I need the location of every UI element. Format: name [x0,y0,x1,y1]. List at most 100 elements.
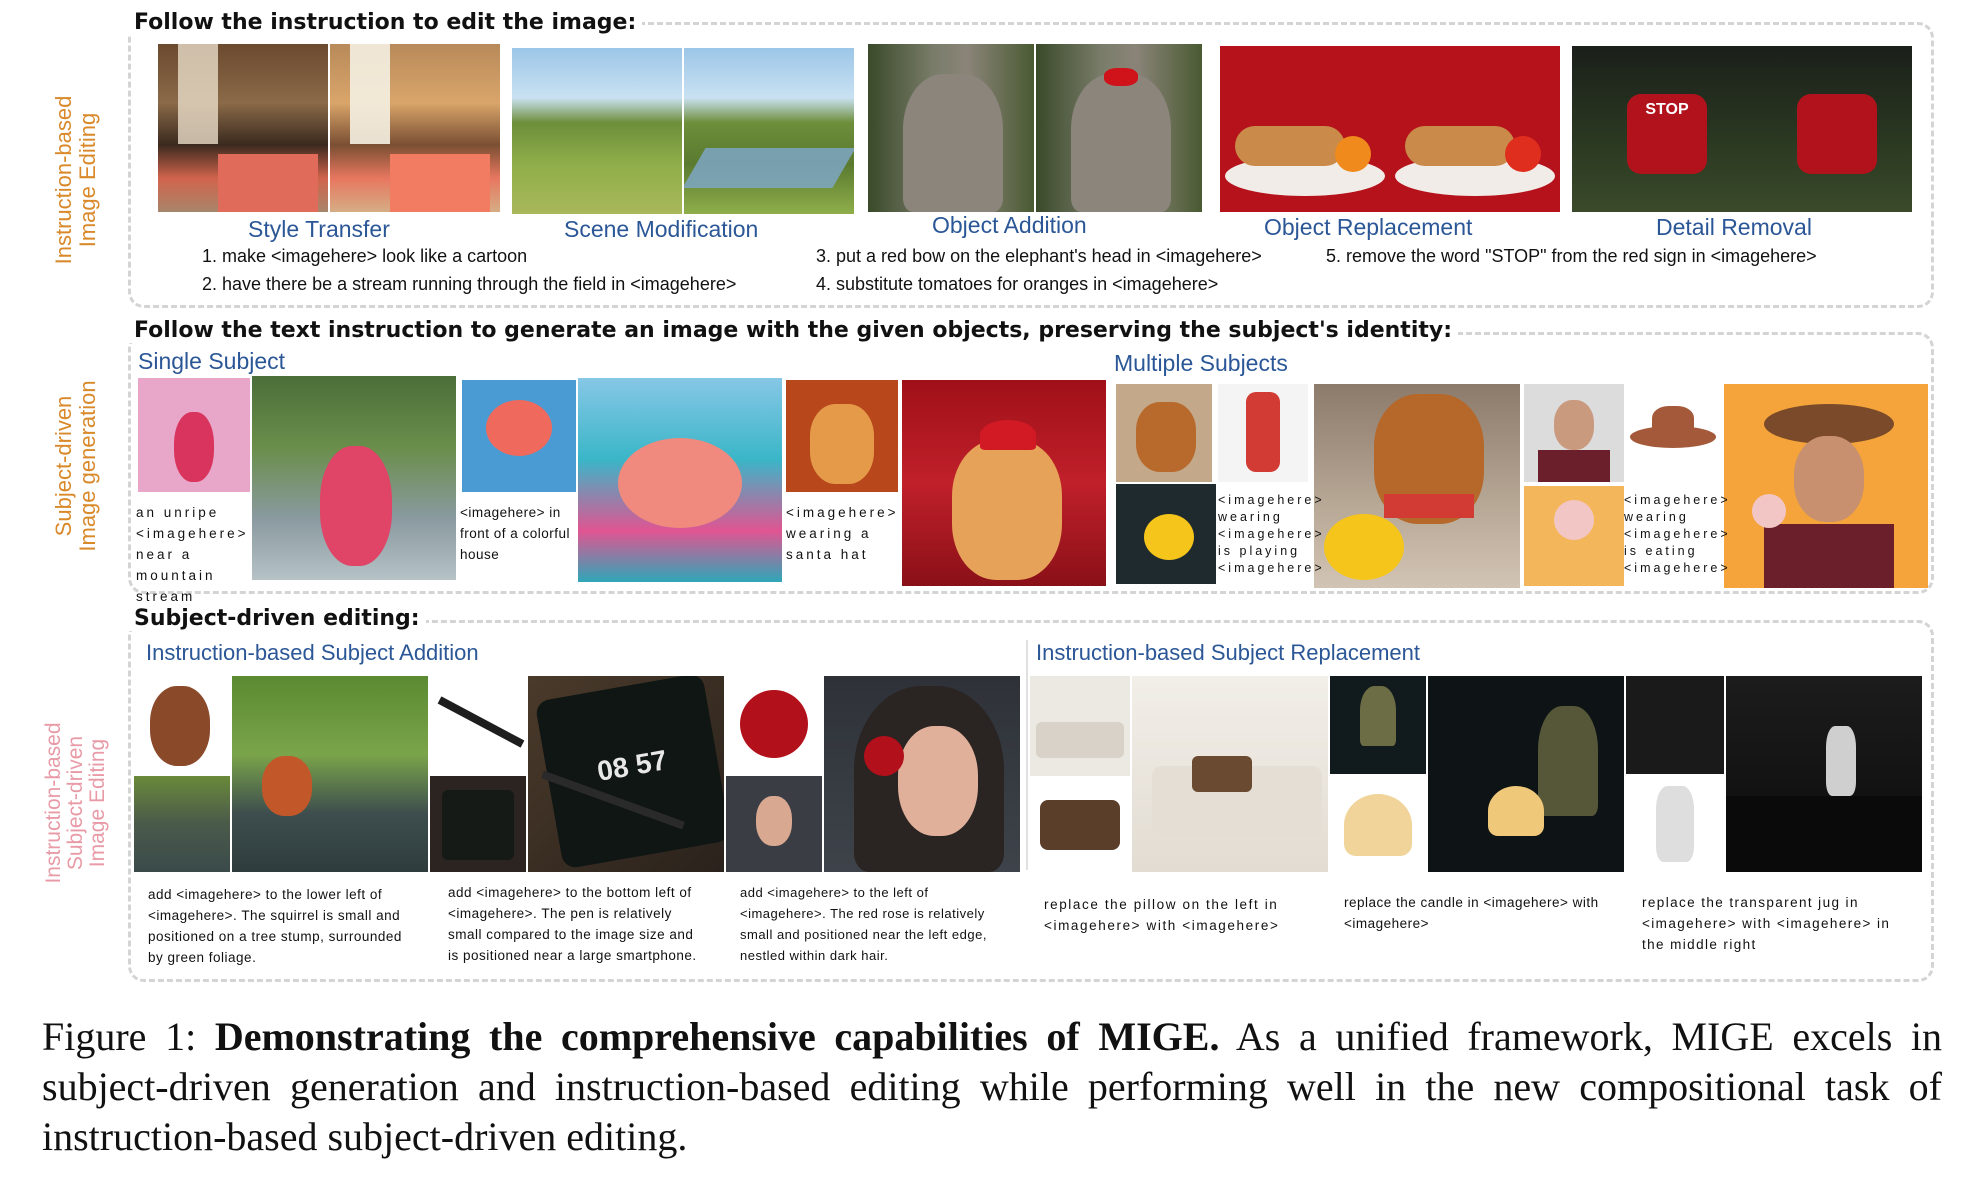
subject-addition-label: Instruction-based Subject Addition [146,640,479,665]
candle-replaced-image [1428,676,1624,872]
candle-source-image [1330,676,1426,774]
face-shape [1554,400,1594,450]
instruction-5: 5. remove the word "STOP" from the red s… [1326,246,1817,266]
chair-shape [218,154,318,212]
pen-phone-edited-image: 08 57 [528,676,724,872]
chair-shape [390,154,490,212]
caption-dog-scarf-duck: <imagehere> wearing <imagehere> is playi… [1218,493,1325,575]
jug-subject-image [1626,776,1724,872]
man-hat-icecream-generated-image [1724,384,1928,588]
pillow-replaced-image [1132,676,1328,872]
rose-subject-image [462,380,576,492]
santa-hat-shape [980,420,1036,450]
blank-sign-shape [1797,94,1877,174]
caption-candle: replace the candle in <imagehere> with <… [1344,895,1599,931]
caption-squirrel: add <imagehere> to the lower left of <im… [148,887,402,965]
ice-cream-shape [1752,494,1786,528]
section3-divider [1026,640,1028,870]
category-object-addition: Object Addition [932,212,1087,238]
single-subject-label: Single Subject [138,348,286,374]
corgi-shape [810,404,874,484]
scene-modification-edited-image [684,48,854,214]
caption-pillow: replace the pillow on the left in <image… [1044,897,1280,933]
object-replacement-edited-image [1390,46,1560,212]
stop-sign-shape: STOP [1627,94,1707,174]
corgi-shape [952,440,1062,580]
rose-shape [740,690,808,758]
caption-pen: add <imagehere> to the bottom left of <i… [448,885,697,963]
jug-shape [1826,726,1856,796]
instruction-1: 1. make <imagehere> look like a cartoon [202,246,528,266]
object-addition-original-image [868,44,1034,212]
phone-shape: 08 57 [534,676,724,870]
category-object-replacement: Object Replacement [1264,214,1473,240]
category-scene-modification: Scene Modification [564,216,759,242]
curtain-shape [350,44,390,144]
object-addition-edited-image [1036,44,1202,212]
caption-jug: replace the transparent jug in <imageher… [1642,895,1891,952]
rose-shape [618,438,742,528]
phone-source-image [430,776,526,872]
caption-man-hat-icecream: <imagehere> wearing <imagehere> is eatin… [1624,493,1731,575]
red-bow-shape [1104,68,1138,86]
caption-rose: <imagehere> in front of a colorful house [460,505,571,562]
detail-removal-edited-image [1742,46,1912,212]
dog-subject-image [1116,384,1212,482]
elephant-shape [903,74,1003,212]
squirrel-shape [150,686,210,766]
pineapple-subject-image [138,378,250,492]
section-instruction-editing-box [128,22,1934,308]
figure-caption-prefix: Figure 1: [42,1014,215,1059]
pillow-source-image [1030,676,1130,776]
hat-shape [1630,426,1716,448]
face-shape [1794,436,1864,522]
stop-sign-text: STOP [1645,101,1689,118]
table-shape [1726,796,1922,872]
jug-replaced-image [1726,676,1922,872]
figure-caption-rest: As a unified framework, MIGE excels in s… [42,1014,1943,1159]
side-label-subject-editing: Instruction-based Subject-driven Image E… [42,722,109,884]
style-transfer-original-image [158,44,328,212]
candle-shape [1344,794,1412,856]
scarf-shape [1384,494,1474,518]
scene-modification-original-image [512,48,682,214]
object-replacement-original-image [1220,46,1390,212]
caption-pineapple: an unripe <imagehere> near a mountain st… [136,505,249,604]
squirrel-edited-image [232,676,428,872]
face-shape [898,726,978,836]
caption-woman-rose: add <imagehere> to the left of <imageher… [740,885,987,963]
pineapple-shape [320,446,392,566]
pineapple-shape [174,412,214,482]
section-subject-generation-heading: Follow the text instruction to generate … [128,318,1459,343]
cowboy-hat-subject-image [1626,384,1720,480]
bag-shape [1040,800,1120,850]
style-transfer-cartoon-image [330,44,500,212]
phone-shape [442,790,514,860]
corgi-subject-image [786,380,898,492]
elephant-shape [1071,74,1171,212]
instruction-2: 2. have there be a stream running throug… [202,274,737,294]
glass-shape [1360,686,1396,746]
candle-subject-image [1330,776,1426,872]
pineapple-generated-image [252,376,456,580]
stream-shape [684,148,854,188]
corgi-generated-image [902,380,1106,586]
phone-time-text: 08 57 [594,744,670,787]
duck-shape [1144,514,1194,560]
scarf-subject-image [1218,384,1308,482]
section-instruction-editing-heading: Follow the instruction to edit the image… [128,10,643,35]
pen-subject-image [430,676,526,774]
rubber-duck-subject-image [1116,484,1216,584]
glass-shape [1538,706,1598,816]
figure-caption-bold: Demonstrating the comprehensive capabili… [214,1014,1220,1059]
figure-caption: Figure 1: Demonstrating the comprehensiv… [42,1012,1942,1162]
shirt-shape [1538,450,1610,482]
side-label-subject-generation: Subject-driven Image generation [51,380,100,552]
curtain-shape [178,44,218,144]
bag-subject-image [1030,778,1130,872]
scarf-shape [1246,392,1280,472]
category-detail-removal: Detail Removal [1656,214,1812,240]
caption-corgi: <imagehere> wearing a santa hat [786,505,899,562]
bag-shape [1192,756,1252,792]
man-subject-image [1524,384,1624,482]
